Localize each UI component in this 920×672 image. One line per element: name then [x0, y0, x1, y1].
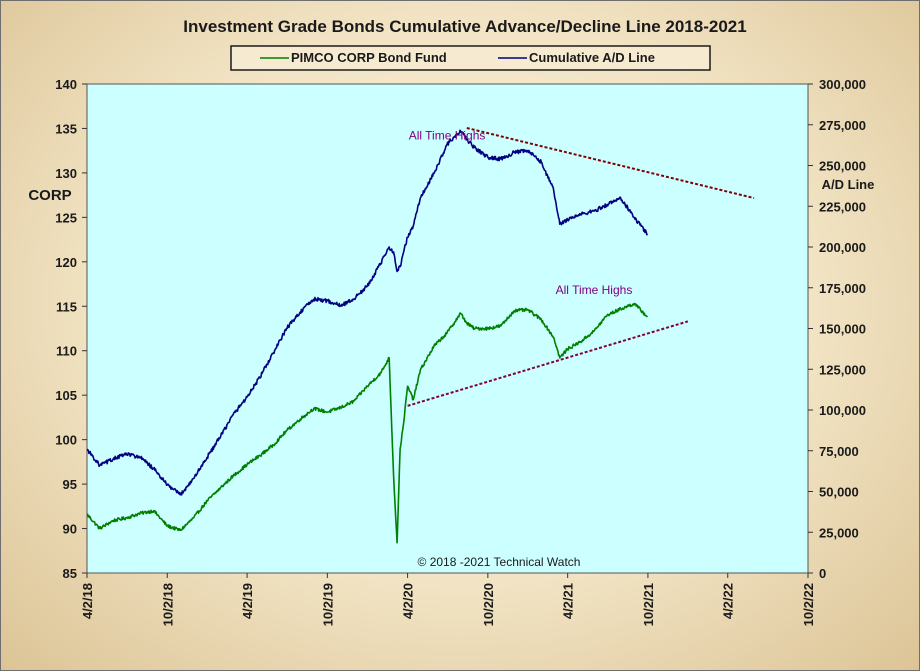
- x-tick-label: 10/2/22: [801, 583, 816, 626]
- left-tick-label: 105: [55, 388, 77, 403]
- x-tick-label: 10/2/21: [641, 583, 656, 626]
- trendline-upper: [466, 127, 755, 200]
- right-tick-label: 225,000: [819, 199, 866, 214]
- left-axis-label: CORP: [28, 187, 71, 204]
- series-line-pimco: [86, 302, 648, 544]
- right-axis-label: A/D Line: [822, 177, 875, 192]
- left-axis-ticks: 85 90 95 100 105 110 115 120 125 130 135 140: [55, 77, 87, 581]
- series-line-ad-line: [86, 129, 649, 496]
- right-axis-ticks: 0 25,000 50,000 75,000 100,000 125,000 150,000…: [808, 77, 866, 581]
- trendline-lower: [407, 320, 689, 407]
- x-tick-label: 4/2/21: [561, 583, 576, 619]
- series-lines: [86, 129, 649, 544]
- right-tick-label: 300,000: [819, 77, 866, 92]
- right-tick-label: 275,000: [819, 118, 866, 133]
- right-tick-label: 50,000: [819, 485, 859, 500]
- left-tick-label: 95: [63, 477, 77, 492]
- chart-title: Investment Grade Bonds Cumulative Advanc…: [183, 17, 746, 36]
- x-tick-label: 4/2/20: [401, 583, 416, 619]
- x-tick-label: 4/2/22: [721, 583, 736, 619]
- right-tick-label: 200,000: [819, 240, 866, 255]
- copyright-text: © 2018 -2021 Technical Watch: [418, 555, 581, 569]
- x-tick-label: 4/2/19: [240, 583, 255, 619]
- right-tick-label: 250,000: [819, 159, 866, 174]
- right-tick-label: 0: [819, 566, 826, 581]
- annotation-all-time-highs: All Time Highs: [409, 128, 486, 142]
- left-tick-label: 125: [55, 210, 77, 225]
- left-tick-label: 85: [63, 566, 77, 581]
- legend-label-ad-line: Cumulative A/D Line: [529, 50, 655, 65]
- legend: PIMCO CORP Bond Fund Cumulative A/D Line: [230, 45, 711, 71]
- left-tick-label: 135: [55, 121, 77, 136]
- left-tick-label: 130: [55, 166, 77, 181]
- annotation-all-time-highs: All Time Highs: [556, 283, 633, 297]
- left-tick-label: 115: [56, 299, 77, 314]
- plot-area: [86, 83, 809, 574]
- right-tick-label: 75,000: [819, 444, 859, 459]
- x-axis-ticks: 4/2/18 10/2/18 4/2/19 10/2/19 4/2/20 10/2/20 4…: [80, 573, 816, 626]
- left-tick-label: 100: [55, 433, 77, 448]
- legend-box: [230, 45, 711, 71]
- left-tick-label: 110: [56, 344, 77, 359]
- x-tick-label: 10/2/20: [481, 583, 496, 626]
- x-tick-label: 4/2/18: [80, 583, 95, 619]
- trendlines: [407, 127, 755, 407]
- right-tick-label: 150,000: [819, 322, 866, 337]
- legend-label-pimco: PIMCO CORP Bond Fund: [291, 50, 447, 65]
- x-tick-label: 10/2/18: [160, 583, 175, 626]
- right-tick-label: 175,000: [819, 281, 866, 296]
- left-tick-label: 90: [63, 522, 77, 537]
- annotations: All Time Highs All Time Highs: [409, 128, 633, 296]
- x-tick-label: 10/2/19: [320, 583, 335, 626]
- right-tick-label: 100,000: [819, 403, 866, 418]
- left-tick-label: 120: [55, 255, 77, 270]
- right-tick-label: 25,000: [819, 525, 859, 540]
- right-tick-label: 125,000: [819, 362, 866, 377]
- left-tick-label: 140: [55, 77, 77, 92]
